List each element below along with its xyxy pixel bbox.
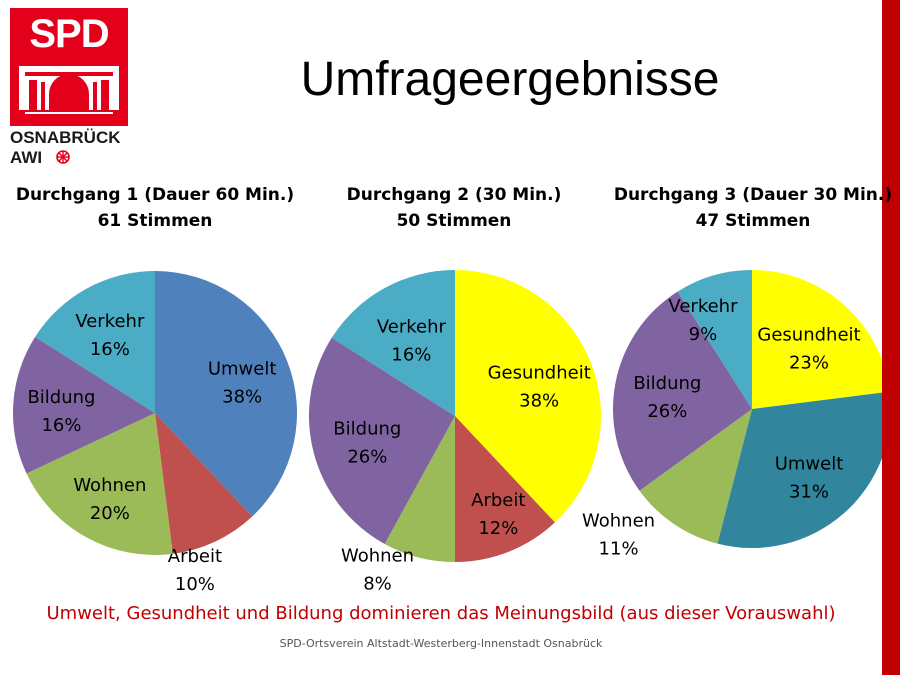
slice-value-bildung: 16% bbox=[41, 415, 81, 436]
pie-chart-3: Gesundheit 23% Umwelt 31% Wohnen 11% Bildung 26… bbox=[582, 270, 882, 559]
slice-value-umwelt: 31% bbox=[789, 482, 829, 503]
pie-slice-verkehr bbox=[331, 270, 455, 416]
slice-value-arbeit: 10% bbox=[175, 574, 215, 595]
slice-value-verkehr: 16% bbox=[90, 339, 130, 360]
conclusion-text: Umwelt, Gesundheit und Bildung dominiere… bbox=[46, 603, 836, 624]
slice-label-wohnen: Wohnen bbox=[582, 510, 655, 531]
slice-label-gesundheit: Gesundheit bbox=[488, 363, 591, 384]
slice-value-verkehr: 9% bbox=[689, 324, 718, 345]
slice-label-umwelt: Umwelt bbox=[775, 454, 844, 475]
footer-text: SPD-Ortsverein Altstadt-Westerberg-Innen… bbox=[279, 637, 603, 650]
page-title: Umfrageergebnisse bbox=[300, 53, 720, 106]
pie-slice-umwelt bbox=[717, 392, 882, 548]
slice-label-arbeit: Arbeit bbox=[168, 546, 222, 567]
pie-slice-verkehr bbox=[35, 271, 155, 413]
slice-label-bildung: Bildung bbox=[633, 373, 701, 394]
chart-2-subtitle: 50 Stimmen bbox=[396, 211, 512, 231]
pie-slice-wohnen bbox=[26, 413, 173, 556]
chart-1-heading: Durchgang 1 (Dauer 60 Min.) 61 Stimmen bbox=[5, 182, 305, 234]
logo-brand: SPD bbox=[29, 12, 109, 56]
spd-logo: SPD OSNABRÜCK AWI bbox=[10, 8, 128, 170]
logo-box: SPD bbox=[10, 8, 128, 126]
logo-city: OSNABRÜCK bbox=[10, 128, 121, 147]
slice-label-wohnen: Wohnen bbox=[73, 475, 146, 496]
slice-label-arbeit: Arbeit bbox=[471, 490, 525, 511]
pie-slice-bildung bbox=[13, 336, 156, 474]
chart-1-title: Durchgang 1 (Dauer 60 Min.) bbox=[15, 185, 295, 205]
chart-3-heading: Durchgang 3 (Dauer 30 Min.) 47 Stimmen bbox=[603, 182, 900, 234]
pie-slice-bildung bbox=[613, 291, 752, 491]
gate-icon bbox=[19, 66, 119, 118]
pie-slice-arbeit bbox=[455, 416, 555, 562]
slice-value-umwelt: 38% bbox=[222, 386, 262, 407]
chart-2-heading: Durchgang 2 (30 Min.) 50 Stimmen bbox=[304, 182, 604, 234]
pie-slice-verkehr bbox=[677, 270, 752, 409]
slice-label-bildung: Bildung bbox=[27, 387, 95, 408]
wheel-icon bbox=[56, 150, 70, 164]
pie-chart-2: Gesundheit 38% Arbeit 12% Wohnen 8% Bildung 26%… bbox=[309, 270, 601, 595]
pie-slice-wohnen bbox=[384, 416, 455, 562]
logo-group: AWI bbox=[10, 148, 43, 167]
slice-label-umwelt: Umwelt bbox=[208, 358, 277, 379]
slice-label-bildung: Bildung bbox=[333, 419, 401, 440]
slice-label-verkehr: Verkehr bbox=[377, 317, 447, 338]
chart-2-title: Durchgang 2 (30 Min.) bbox=[346, 185, 562, 205]
chart-3-title: Durchgang 3 (Dauer 30 Min.) bbox=[613, 185, 893, 205]
slice-label-gesundheit: Gesundheit bbox=[757, 324, 860, 345]
slice-label-wohnen: Wohnen bbox=[341, 546, 414, 567]
pie-slice-arbeit bbox=[155, 413, 253, 554]
slice-label-verkehr: Verkehr bbox=[75, 311, 145, 332]
pie-slice-umwelt bbox=[155, 271, 297, 517]
slice-value-arbeit: 12% bbox=[478, 518, 518, 539]
slice-value-verkehr: 16% bbox=[391, 345, 431, 366]
chart-3-subtitle: 47 Stimmen bbox=[695, 211, 811, 231]
pie-slice-gesundheit bbox=[752, 270, 882, 409]
slice-value-gesundheit: 38% bbox=[519, 391, 559, 412]
pie-slice-wohnen bbox=[639, 409, 752, 544]
slice-value-bildung: 26% bbox=[347, 447, 387, 468]
slice-value-wohnen: 11% bbox=[599, 538, 639, 559]
slice-value-gesundheit: 23% bbox=[789, 352, 829, 373]
slice-label-verkehr: Verkehr bbox=[668, 296, 738, 317]
slice-value-wohnen: 8% bbox=[363, 574, 392, 595]
slice-value-bildung: 26% bbox=[647, 401, 687, 422]
pie-chart-1: Umwelt 38% Arbeit 10% Wohnen 20% Bildung 16% Ver… bbox=[13, 271, 297, 595]
pie-slice-bildung bbox=[309, 337, 455, 544]
accent-bar bbox=[882, 0, 900, 675]
slice-value-wohnen: 20% bbox=[90, 503, 130, 524]
pie-slice-gesundheit bbox=[455, 270, 601, 523]
chart-1-subtitle: 61 Stimmen bbox=[97, 211, 213, 231]
